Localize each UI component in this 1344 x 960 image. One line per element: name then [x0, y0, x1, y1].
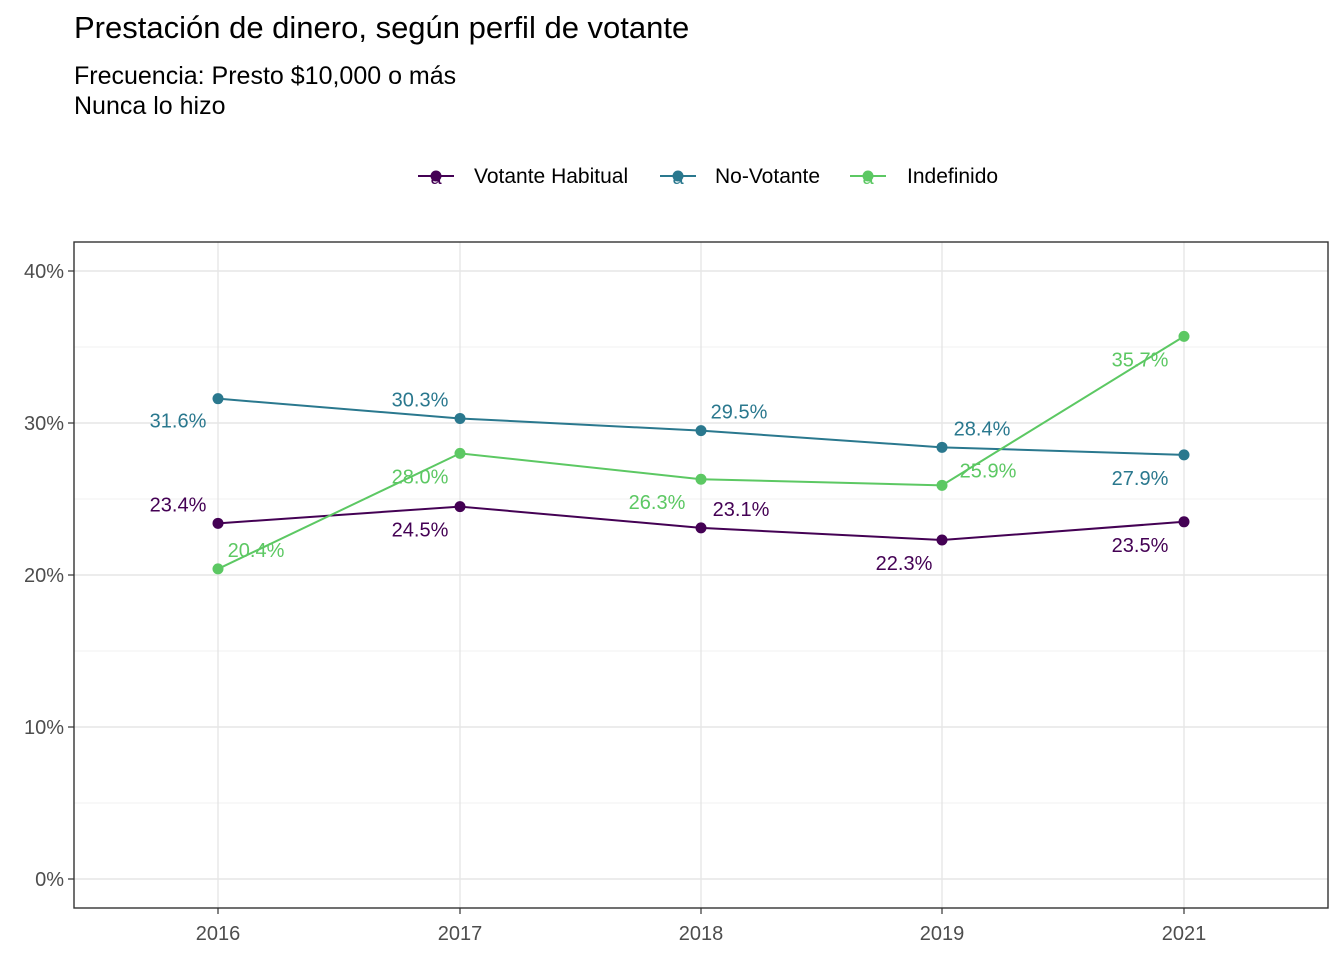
data-label: 30.3% — [392, 389, 449, 411]
chart-subtitle: Frecuencia: Presto $10,000 o más Nunca l… — [74, 62, 457, 120]
y-tick-label: 30% — [24, 413, 64, 435]
data-point — [695, 522, 707, 534]
y-tick-label: 20% — [24, 565, 64, 587]
x-tick-label: 2017 — [438, 923, 483, 945]
data-point — [936, 534, 948, 546]
legend-key-glyph: a — [862, 167, 874, 189]
data-label: 22.3% — [876, 553, 933, 575]
data-label: 23.5% — [1112, 535, 1169, 557]
data-label: 28.0% — [392, 466, 449, 488]
legend: a Votante Habitual a No-Votante a Indefinido — [418, 165, 998, 189]
data-point — [454, 412, 466, 424]
data-label: 24.5% — [392, 520, 449, 542]
series-votante-habitual — [212, 501, 1190, 546]
data-point — [454, 447, 466, 459]
y-tick-label: 0% — [35, 869, 64, 891]
legend-label: Indefinido — [907, 165, 998, 188]
y-tick-label: 40% — [24, 261, 64, 283]
data-label: 26.3% — [629, 492, 686, 514]
data-point — [936, 479, 948, 491]
legend-key-glyph: a — [672, 167, 684, 189]
data-point — [212, 393, 224, 405]
legend-label: Votante Habitual — [474, 165, 628, 188]
data-point — [1178, 330, 1190, 342]
series-indefinido — [212, 330, 1190, 575]
data-label: 20.4% — [228, 540, 285, 562]
x-tick-label: 2018 — [679, 923, 724, 945]
legend-label: No-Votante — [715, 165, 820, 188]
data-point — [1178, 449, 1190, 461]
data-point — [212, 517, 224, 529]
legend-item: a Votante Habitual — [418, 165, 628, 189]
data-label: 23.4% — [150, 494, 207, 516]
data-point — [695, 425, 707, 437]
y-tick-label: 10% — [24, 717, 64, 739]
legend-item: a No-Votante — [660, 165, 820, 189]
legend-key-glyph: a — [430, 167, 442, 189]
data-label: 35.7% — [1112, 349, 1169, 371]
data-label: 29.5% — [711, 402, 768, 424]
x-tick-label: 2019 — [920, 923, 965, 945]
data-point — [936, 441, 948, 453]
legend-key-point — [862, 170, 874, 182]
x-tick-label: 2021 — [1162, 923, 1207, 945]
x-tick-label: 2016 — [196, 923, 241, 945]
series-no-votante — [212, 393, 1190, 461]
data-label: 25.9% — [960, 460, 1017, 482]
data-label: 28.4% — [954, 418, 1011, 440]
legend-key-point — [430, 170, 442, 182]
data-point — [454, 501, 466, 513]
data-label: 23.1% — [713, 499, 770, 521]
data-label: 27.9% — [1112, 468, 1169, 490]
chart-title: Prestación de dinero, según perfil de vo… — [74, 10, 690, 45]
data-point — [1178, 516, 1190, 528]
data-label: 31.6% — [150, 411, 207, 433]
data-point — [695, 473, 707, 485]
data-point — [212, 563, 224, 575]
legend-item: a Indefinido — [850, 165, 998, 189]
panel-border — [73, 241, 1329, 909]
plot-panel: 0% 10% 20% 30% 40% 2016 2017 2018 2019 2021 23.4% 2… — [24, 241, 1329, 945]
legend-key-point — [672, 170, 684, 182]
